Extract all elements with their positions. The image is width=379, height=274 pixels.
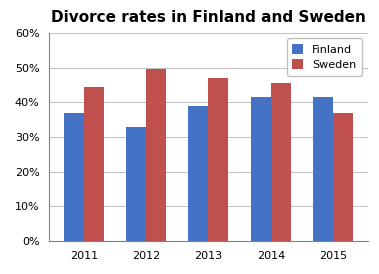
Bar xyxy=(251,97,271,241)
Bar xyxy=(64,113,84,241)
Bar xyxy=(146,69,166,241)
Bar xyxy=(126,127,146,241)
Title: Divorce rates in Finland and Sweden: Divorce rates in Finland and Sweden xyxy=(51,10,366,25)
Bar xyxy=(208,78,229,241)
Legend: Finland, Sweden: Finland, Sweden xyxy=(287,38,362,76)
Bar xyxy=(333,113,353,241)
Bar xyxy=(313,97,333,241)
Bar xyxy=(84,87,104,241)
Bar xyxy=(188,106,208,241)
Bar xyxy=(271,83,291,241)
